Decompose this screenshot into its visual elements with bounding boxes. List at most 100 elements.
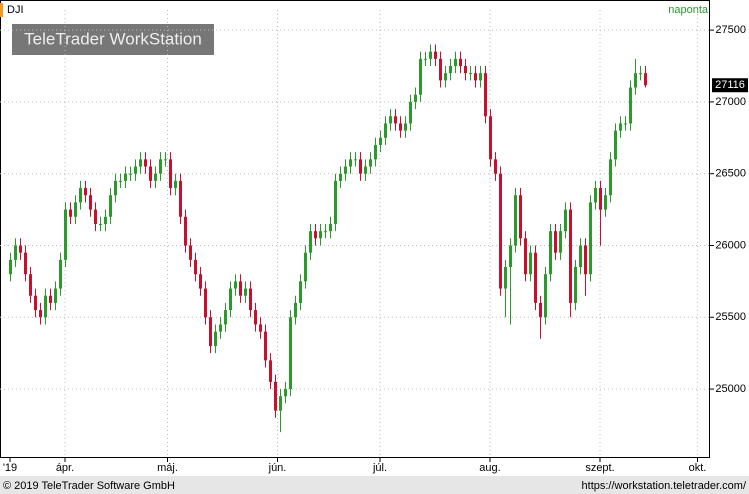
candle-body <box>479 73 482 81</box>
candle-body <box>239 281 242 296</box>
candle-body <box>264 331 267 361</box>
candle-body <box>144 159 147 167</box>
candle-body <box>644 73 647 86</box>
candle-body <box>119 180 122 182</box>
candle-body <box>414 94 417 102</box>
candle-body <box>294 302 297 318</box>
y-tick-label: 25500 <box>715 311 746 323</box>
candle-body <box>564 209 567 232</box>
candle-body <box>109 195 112 217</box>
candle-body <box>529 252 532 275</box>
footer-left: © 2019 TeleTrader Software GmbH <box>3 480 175 492</box>
candle-body <box>44 295 47 318</box>
candle-body <box>514 195 517 246</box>
candle-body <box>49 295 52 303</box>
candle-body <box>219 324 222 332</box>
candle-body <box>594 188 597 203</box>
last-price-box <box>712 78 748 93</box>
candle-body <box>579 245 582 268</box>
candle-body <box>194 259 197 275</box>
candle-body <box>419 58 422 95</box>
candle-body <box>34 295 37 311</box>
candle-body <box>354 159 357 161</box>
x-tick-label: szept. <box>585 462 614 474</box>
candle-body <box>324 231 327 233</box>
candle-body <box>84 188 87 196</box>
candle-body <box>214 331 217 346</box>
candle-body <box>204 288 207 318</box>
candle-body <box>639 73 642 75</box>
candle-body <box>244 288 247 296</box>
candle-body <box>309 231 312 253</box>
candle-body <box>334 180 337 224</box>
candle-body <box>404 123 407 131</box>
candle-body <box>254 310 257 325</box>
candle-body <box>599 188 602 210</box>
candle-body <box>149 166 152 181</box>
candle-body <box>154 173 157 181</box>
x-tick-label: máj. <box>157 462 178 474</box>
candle-body <box>189 245 192 260</box>
candle-body <box>139 159 142 167</box>
candle-body <box>184 216 187 246</box>
candle-body <box>439 58 442 81</box>
footer-right: https://workstation.teletrader.com/ <box>582 480 747 492</box>
candle-body <box>474 73 477 81</box>
candle-body <box>464 66 467 74</box>
candle-body <box>164 159 167 161</box>
candle-body <box>359 159 362 174</box>
candle-body <box>89 195 92 210</box>
candle-body <box>269 360 272 382</box>
candle-body <box>549 231 552 275</box>
candle-body <box>634 73 637 88</box>
candle-body <box>289 317 292 390</box>
candle-body <box>619 123 622 131</box>
candle-body <box>129 173 132 175</box>
candle-body <box>99 223 102 225</box>
candle-body <box>314 231 317 239</box>
candle-body <box>539 302 542 318</box>
candle-body <box>319 231 322 239</box>
candle-body <box>629 87 632 124</box>
candle-body <box>349 159 352 167</box>
candle-body <box>229 288 232 311</box>
candle-body <box>469 73 472 75</box>
candle-body <box>559 231 562 253</box>
y-tick-label: 25000 <box>715 383 746 395</box>
candle-body <box>299 281 302 303</box>
candle-body <box>104 216 107 224</box>
y-tick-label: 26500 <box>715 168 746 180</box>
candle-body <box>504 267 507 289</box>
watermark: TeleTrader WorkStation <box>24 29 202 48</box>
candle-body <box>284 389 287 397</box>
candle-body <box>199 274 202 289</box>
x-tick-label: okt. <box>689 462 707 474</box>
candle-body <box>609 159 612 196</box>
candle-body <box>274 381 277 411</box>
candle-body <box>224 310 227 325</box>
candle-body <box>79 188 82 203</box>
y-tick-label: 27500 <box>715 24 746 36</box>
footer-bar <box>0 476 749 494</box>
candle-body <box>489 116 492 160</box>
candle-body <box>434 51 437 59</box>
candle-body <box>394 116 397 124</box>
candle-body <box>409 101 412 124</box>
candle-body <box>179 180 182 217</box>
x-tick-label: ápr. <box>56 462 74 474</box>
candle-body <box>364 166 367 174</box>
candle-body <box>389 116 392 124</box>
candle-body <box>424 58 427 60</box>
candle-body <box>544 274 547 318</box>
candle-body <box>429 51 432 59</box>
y-tick-label: 26000 <box>715 239 746 251</box>
candle-body <box>94 209 97 224</box>
candle-body <box>509 245 512 268</box>
interval: naponta <box>668 4 709 16</box>
candle-body <box>444 73 447 81</box>
candle-body <box>249 288 252 311</box>
candle-body <box>384 123 387 138</box>
candle-body <box>369 159 372 167</box>
